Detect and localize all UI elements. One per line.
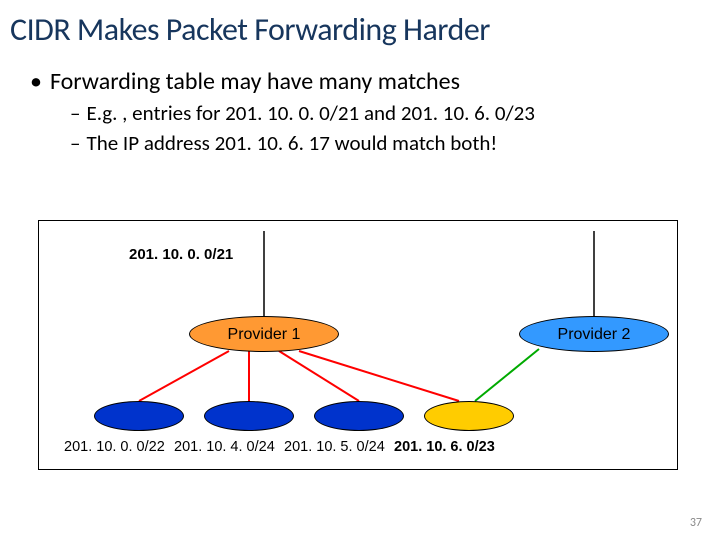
sub-bullet-1: –E.g. , entries for 201. 10. 0. 0/21 and…: [0, 96, 720, 126]
bullet-dot: •: [30, 67, 42, 96]
dash: –: [70, 130, 80, 156]
diagram-box: 201. 10. 0. 0/21 Provider 1 Provider 2 2…: [38, 220, 678, 470]
dash: –: [70, 100, 80, 126]
child-label-1: 201. 10. 4. 0/24: [174, 439, 275, 455]
child-label-3: 201. 10. 6. 0/23: [394, 439, 495, 455]
child-node-3: [424, 401, 514, 431]
child-label-0: 201. 10. 0. 0/22: [64, 439, 165, 455]
child-node-0: [94, 401, 184, 431]
page-number: 37: [690, 516, 702, 530]
sub1-text: E.g. , entries for 201. 10. 0. 0/21 and …: [86, 100, 534, 126]
cidr-range-label: 201. 10. 0. 0/21: [129, 246, 233, 263]
provider-2-node: Provider 2: [519, 316, 669, 352]
main-bullet: • Forwarding table may have many matches: [0, 53, 720, 96]
child-node-2: [314, 401, 404, 431]
slide-title: CIDR Makes Packet Forwarding Harder: [0, 0, 720, 53]
main-bullet-text: Forwarding table may have many matches: [50, 67, 460, 96]
child-node-1: [204, 401, 294, 431]
sub-bullet-2: –The IP address 201. 10. 6. 17 would mat…: [0, 126, 720, 156]
sub2-text: The IP address 201. 10. 6. 17 would matc…: [86, 130, 497, 156]
child-label-2: 201. 10. 5. 0/24: [284, 439, 385, 455]
provider-1-node: Provider 1: [189, 316, 339, 352]
